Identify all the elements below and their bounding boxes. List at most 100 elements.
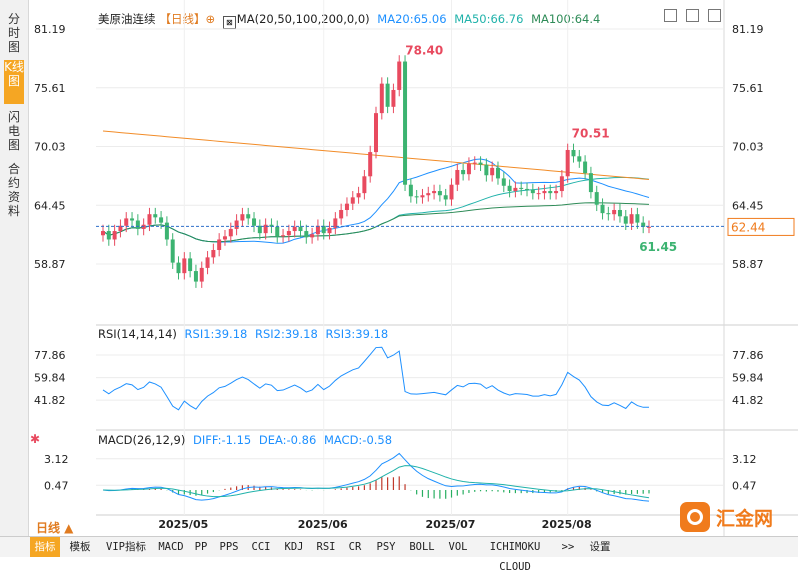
candle-body <box>525 188 530 190</box>
macd-legend: MACD(26,12,9) DIFF:-1.15 DEA:-0.86 MACD:… <box>98 433 396 447</box>
tab-time-chart[interactable]: 分时图 <box>7 12 20 54</box>
swing-high-label: 70.51 <box>572 126 610 140</box>
candle-body <box>635 214 640 223</box>
candle-body <box>327 227 332 234</box>
candle-body <box>461 169 466 175</box>
candle-body <box>647 226 651 228</box>
toolbar-item-12[interactable]: VOL <box>448 541 468 553</box>
candle-body <box>612 209 617 215</box>
rsi-tick-label-left: 77.86 <box>34 349 66 362</box>
candle-body <box>548 191 553 194</box>
toolbar-item-6[interactable]: CCI <box>251 541 271 553</box>
toolbar-item-10[interactable]: PSY <box>376 541 396 553</box>
candle-body <box>385 83 390 107</box>
price-tick-label-left: 64.45 <box>34 199 66 212</box>
ma50-line <box>102 176 650 243</box>
price-tick-label-right: 64.45 <box>732 199 764 212</box>
candle-body <box>310 234 315 238</box>
candle-body <box>495 167 500 179</box>
toolbar-item-9[interactable]: CR <box>348 541 362 553</box>
tab-flash-chart[interactable]: 闪电图 <box>7 110 20 152</box>
rsi3-value: RSI3:39.18 <box>325 327 389 341</box>
candle-body <box>170 239 175 263</box>
period-selector[interactable]: 日线 ▲ <box>36 521 74 535</box>
rsi-name: RSI(14,14,14) <box>98 327 177 341</box>
rsi-tick-label-right: 77.86 <box>732 349 764 362</box>
candle-body <box>501 178 506 186</box>
price-tick-label-right: 81.19 <box>732 23 764 36</box>
toolbar-item-3[interactable]: MACD <box>158 541 184 553</box>
maximize-icon[interactable] <box>686 9 699 22</box>
toolbar-item-8[interactable]: RSI <box>316 541 336 553</box>
macd-value: MACD:-0.58 <box>323 433 393 447</box>
candle-body <box>182 258 187 274</box>
candle-body <box>188 258 193 272</box>
candle-body <box>228 228 233 237</box>
restore-icon[interactable] <box>708 9 721 22</box>
brand-name: 汇金网 <box>716 508 774 530</box>
candle-body <box>536 193 541 195</box>
candle-body <box>164 222 169 240</box>
candle-body <box>281 235 286 237</box>
candle-body <box>106 231 111 240</box>
macd-tick-label-left: 3.12 <box>44 453 69 466</box>
macd-settings-icon[interactable]: ✱ <box>30 432 41 446</box>
settings-icon[interactable]: ⊕ <box>205 12 216 26</box>
candle-body <box>304 231 309 238</box>
low-price-label: 61.45 <box>639 240 677 254</box>
price-tick-label-left: 70.03 <box>34 141 66 154</box>
toolbar-item-0[interactable]: 指标 <box>30 537 60 557</box>
toolbar-item-11[interactable]: BOLL <box>409 541 435 553</box>
ma50-value: MA50:66.76 <box>454 12 524 26</box>
candle-body <box>403 61 408 185</box>
candle-body <box>298 226 303 232</box>
toolbar-item-13[interactable]: ICHIMOKU CLOUD <box>489 541 541 573</box>
toolbar-item-14[interactable]: >> <box>561 541 575 553</box>
candle-body <box>234 220 239 229</box>
tab-contract-info[interactable]: 合约资料 <box>7 162 20 218</box>
candle-body <box>252 218 257 226</box>
candle-body <box>623 216 628 224</box>
candle-body <box>246 214 251 219</box>
candle-body <box>275 226 280 237</box>
candle-body <box>478 162 483 165</box>
diff-value: DIFF:-1.15 <box>193 433 252 447</box>
toolbar-item-7[interactable]: KDJ <box>284 541 304 553</box>
candle-body <box>321 225 326 234</box>
candle-body <box>507 185 512 192</box>
candle-body <box>641 222 646 227</box>
candle-body <box>339 209 344 219</box>
toolbar-item-5[interactable]: PPS <box>219 541 239 553</box>
candle-body <box>530 189 535 194</box>
tab-kline-chart[interactable]: K线图 <box>4 60 24 104</box>
candle-body <box>130 218 135 221</box>
toolbar-item-15[interactable]: 设置 <box>589 541 611 553</box>
rsi-tick-label-right: 41.82 <box>732 394 764 407</box>
high-price-label: 78.40 <box>405 43 443 57</box>
toolbar-item-1[interactable]: 模板 <box>69 541 91 553</box>
candle-body <box>513 187 518 192</box>
chart-canvas[interactable]: 81.19 81.19 75.61 75.61 70.03 70.03 64.45 64.45… <box>0 0 798 536</box>
candle-body <box>147 214 152 225</box>
candle-body <box>362 176 367 194</box>
time-tick-label: 2025/07 <box>426 518 476 531</box>
candle-body <box>606 213 611 215</box>
price-tick-label-left: 75.61 <box>34 82 66 95</box>
candle-body <box>269 224 274 227</box>
candle-body <box>257 225 262 234</box>
dea-value: DEA:-0.86 <box>258 433 317 447</box>
candle-body <box>112 231 117 240</box>
dea-line <box>102 465 650 499</box>
candle-body <box>443 195 448 200</box>
candle-body <box>588 173 593 193</box>
rsi1-value: RSI1:39.18 <box>184 327 248 341</box>
rsi-tick-label-left: 59.84 <box>34 372 66 385</box>
candle-body <box>432 191 437 194</box>
toolbar-item-2[interactable]: VIP指标 <box>106 541 146 553</box>
toolbar-item-4[interactable]: PP <box>194 541 208 553</box>
rsi2-value: RSI2:39.18 <box>254 327 318 341</box>
candle-body <box>629 214 634 224</box>
candle-body <box>350 197 355 204</box>
minimize-icon[interactable] <box>664 9 677 22</box>
